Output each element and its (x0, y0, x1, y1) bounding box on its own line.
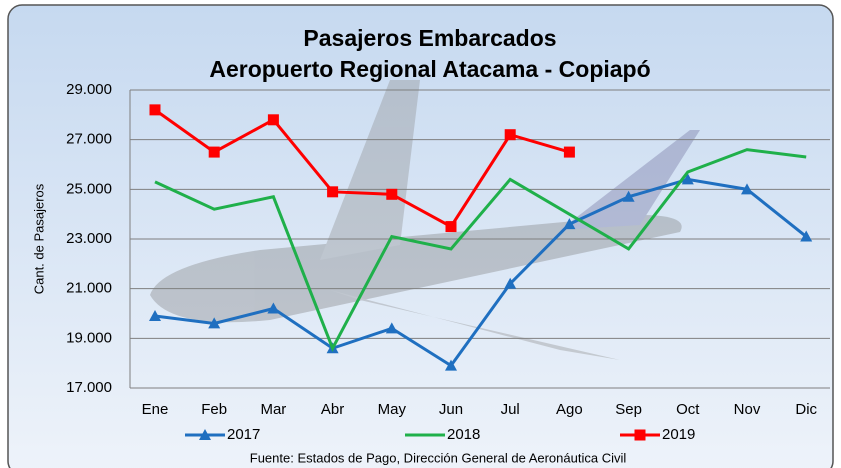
data-point (386, 189, 397, 200)
x-tick-label: Ago (556, 401, 583, 418)
chart-subtitle: Aeropuerto Regional Atacama - Copiapó (209, 56, 650, 82)
x-tick-label: Nov (734, 401, 761, 418)
data-point (446, 221, 457, 232)
legend-label: 2019 (662, 426, 695, 443)
data-point (505, 129, 516, 140)
x-tick-label: Jun (439, 401, 463, 418)
legend-label: 2018 (447, 426, 480, 443)
data-point (564, 147, 575, 158)
y-axis-label: Cant. de Pasajeros (31, 183, 46, 294)
x-tick-label: May (378, 401, 407, 418)
chart-title: Pasajeros Embarcados (303, 25, 556, 51)
y-tick-label: 17.000 (66, 379, 112, 396)
y-tick-label: 23.000 (66, 230, 112, 247)
chart: Pasajeros Embarcados Aeropuerto Regional… (0, 0, 841, 468)
y-tick-label: 19.000 (66, 329, 112, 346)
y-tick-label: 21.000 (66, 280, 112, 297)
legend-marker (635, 430, 646, 441)
x-tick-label: Oct (676, 401, 700, 418)
data-point (209, 147, 220, 158)
x-tick-label: Abr (321, 401, 344, 418)
data-point (150, 104, 161, 115)
x-tick-label: Sep (615, 401, 642, 418)
data-point (268, 114, 279, 125)
data-point (327, 186, 338, 197)
x-tick-label: Jul (501, 401, 520, 418)
page: Pasajeros Embarcados Aeropuerto Regional… (0, 0, 841, 468)
x-tick-label: Feb (201, 401, 227, 418)
y-tick-label: 27.000 (66, 131, 112, 148)
y-tick-label: 29.000 (66, 81, 112, 98)
y-tick-label: 25.000 (66, 180, 112, 197)
x-tick-label: Dic (795, 401, 817, 418)
legend-label: 2017 (227, 426, 260, 443)
x-tick-label: Mar (260, 401, 286, 418)
source-note: Fuente: Estados de Pago, Dirección Gener… (250, 450, 627, 465)
x-tick-label: Ene (142, 401, 169, 418)
